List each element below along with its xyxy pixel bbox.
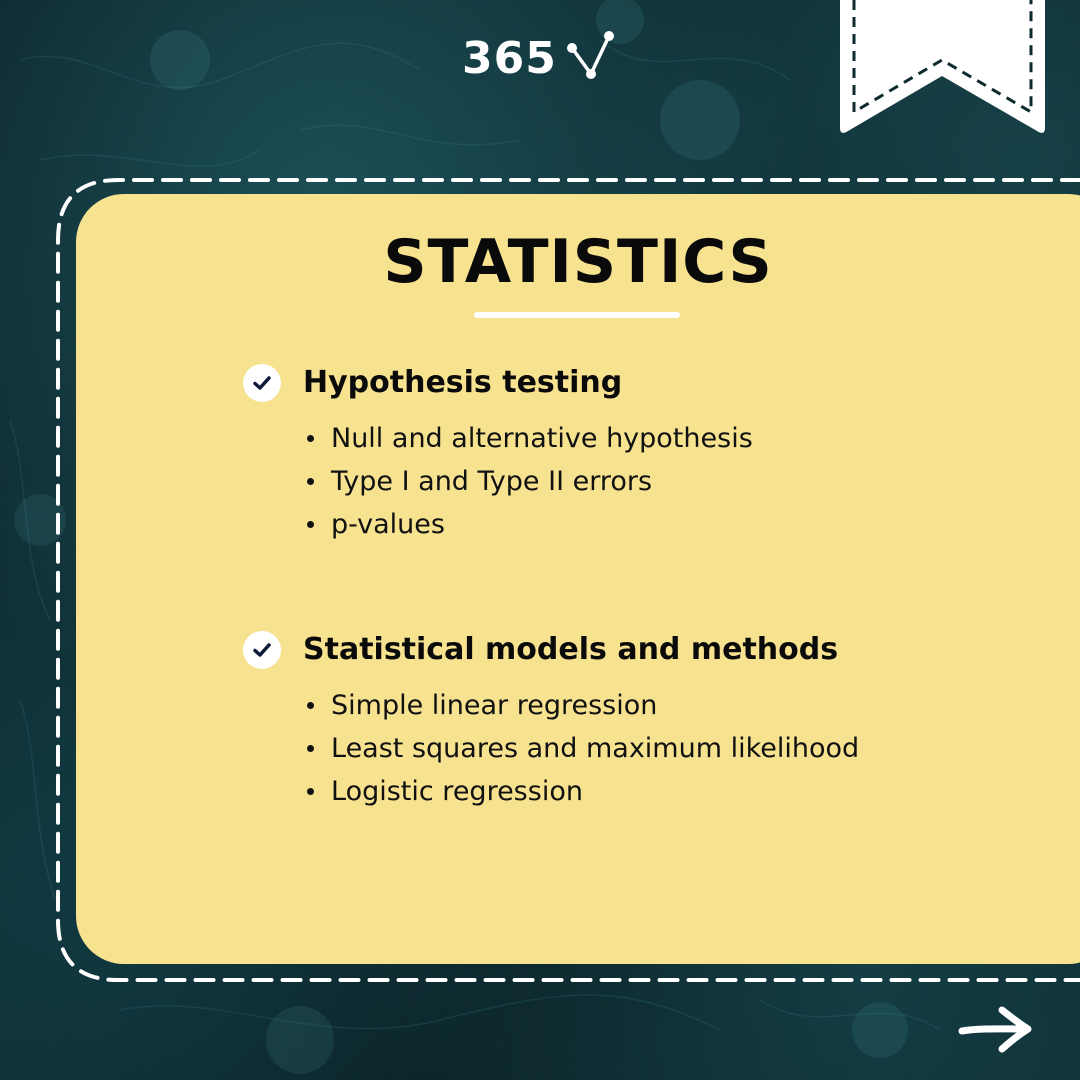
content-card <box>76 194 1080 964</box>
bullet-dot <box>307 521 314 528</box>
bullet-list: Null and alternative hypothesis Type I a… <box>243 417 753 546</box>
list-item: Logistic regression <box>307 770 859 813</box>
list-item: Simple linear regression <box>307 684 859 727</box>
list-item-text: Logistic regression <box>331 776 583 807</box>
page-title: STATISTICS <box>383 227 773 297</box>
list-item: p-values <box>307 503 753 546</box>
check-icon <box>243 631 281 669</box>
list-item: Null and alternative hypothesis <box>307 417 753 460</box>
bullet-dot <box>307 745 314 752</box>
section-header: Hypothesis testing <box>243 363 753 403</box>
list-item: Least squares and maximum likelihood <box>307 727 859 770</box>
topic-section-hypothesis-testing: Hypothesis testing Null and alternative … <box>243 363 753 546</box>
section-title: Hypothesis testing <box>303 365 623 400</box>
bullet-dot <box>307 702 314 709</box>
title-underline <box>474 312 680 318</box>
list-item-text: Type I and Type II errors <box>331 466 653 497</box>
bullet-dot <box>307 478 314 485</box>
section-header: Statistical models and methods <box>243 630 859 670</box>
list-item-text: Simple linear regression <box>331 690 658 721</box>
arrow-right-icon[interactable] <box>958 1002 1034 1056</box>
bullet-list: Simple linear regression Least squares a… <box>243 684 859 813</box>
section-title: Statistical models and methods <box>303 632 839 667</box>
logo-mark-icon <box>566 31 614 79</box>
list-item-text: Least squares and maximum likelihood <box>331 733 860 764</box>
brand-logo: 365 <box>462 28 617 88</box>
topic-section-statistical-models: Statistical models and methods Simple li… <box>243 630 859 813</box>
list-item-text: Null and alternative hypothesis <box>331 423 753 454</box>
list-item: Type I and Type II errors <box>307 460 753 503</box>
bookmark-icon[interactable] <box>840 0 1045 136</box>
brand-logo-text: 365 <box>462 32 557 84</box>
list-item-text: p-values <box>331 509 445 540</box>
bullet-dot <box>307 435 314 442</box>
bullet-dot <box>307 788 314 795</box>
check-icon <box>243 364 281 402</box>
